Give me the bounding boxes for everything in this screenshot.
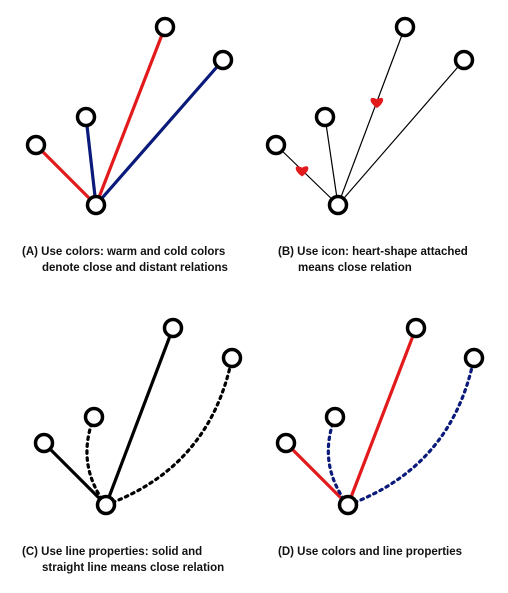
panel-a-edge-3 <box>94 26 167 206</box>
panel-b-edge-2 <box>324 116 339 206</box>
panel-a-node-1 <box>25 134 47 156</box>
panel-c-edge-2 <box>85 415 108 507</box>
panel-d-node-4 <box>463 347 485 369</box>
panel-b-edge-1 <box>275 144 339 206</box>
panel-c-caption: (C) Use line properties: solid and strai… <box>22 544 224 576</box>
panel-a-center-node <box>85 194 107 216</box>
panel-a-node-4 <box>212 49 234 71</box>
panel-c-diagram <box>33 317 243 516</box>
panel-c-node-1 <box>33 432 55 454</box>
panel-b-node-2 <box>314 106 336 128</box>
panel-b-node-4 <box>453 49 475 71</box>
panel-c-node-4 <box>221 347 243 369</box>
panel-a-node-3 <box>154 16 176 38</box>
panel-d-center-node <box>337 494 359 516</box>
panel-a-edge-2 <box>84 116 98 206</box>
panel-b-node-3 <box>394 16 416 38</box>
panel-b-caption-line1: (B) Use icon: heart-shape attached <box>278 246 468 258</box>
panel-c-caption-line1: (C) Use line properties: solid and <box>22 546 203 558</box>
panel-c-edge-4 <box>104 356 234 507</box>
panel-b-node-1 <box>265 134 287 156</box>
panel-d-edge-3 <box>346 327 418 506</box>
panel-d-node-1 <box>275 432 297 454</box>
panel-d-edge-1 <box>284 441 350 507</box>
panel-d-node-3 <box>405 317 427 339</box>
panel-b-diagram <box>265 16 475 216</box>
panel-d-caption: (D) Use colors and line properties <box>278 544 462 560</box>
panel-c-node-3 <box>162 317 184 339</box>
panel-a-caption: (A) Use colors: warm and cold colors den… <box>22 244 228 276</box>
panel-c-center-node <box>95 494 117 516</box>
panel-c-edge-3 <box>104 327 175 506</box>
panel-c-edge-1 <box>42 441 108 507</box>
panel-c-caption-line2: straight line means close relation <box>42 562 225 574</box>
panel-d-diagram <box>275 317 485 516</box>
panel-d-caption-line1: (D) Use colors and line properties <box>278 546 463 558</box>
panel-a-diagram <box>25 16 234 216</box>
panel-d-edge-4 <box>346 356 476 507</box>
panel-d-node-2 <box>324 406 346 428</box>
panel-a-edge-1 <box>34 143 98 207</box>
panel-a-edge-4 <box>94 58 225 207</box>
panel-a-caption-line1: (A) Use colors: warm and cold colors <box>22 246 226 258</box>
panel-b-caption-line2: means close relation <box>298 262 412 274</box>
panel-d-edge-2 <box>326 415 350 507</box>
panel-b-edge-3 <box>337 26 406 206</box>
panel-b-edge-4 <box>337 59 465 206</box>
panel-a-node-2 <box>75 106 97 128</box>
panel-a-caption-line2: denote close and distant relations <box>42 262 228 274</box>
panel-b-caption: (B) Use icon: heart-shape attached means… <box>278 244 468 276</box>
heart-icon <box>295 166 309 177</box>
panel-c-node-2 <box>83 406 105 428</box>
panel-b-center-node <box>327 194 349 216</box>
heart-icon <box>370 97 384 109</box>
